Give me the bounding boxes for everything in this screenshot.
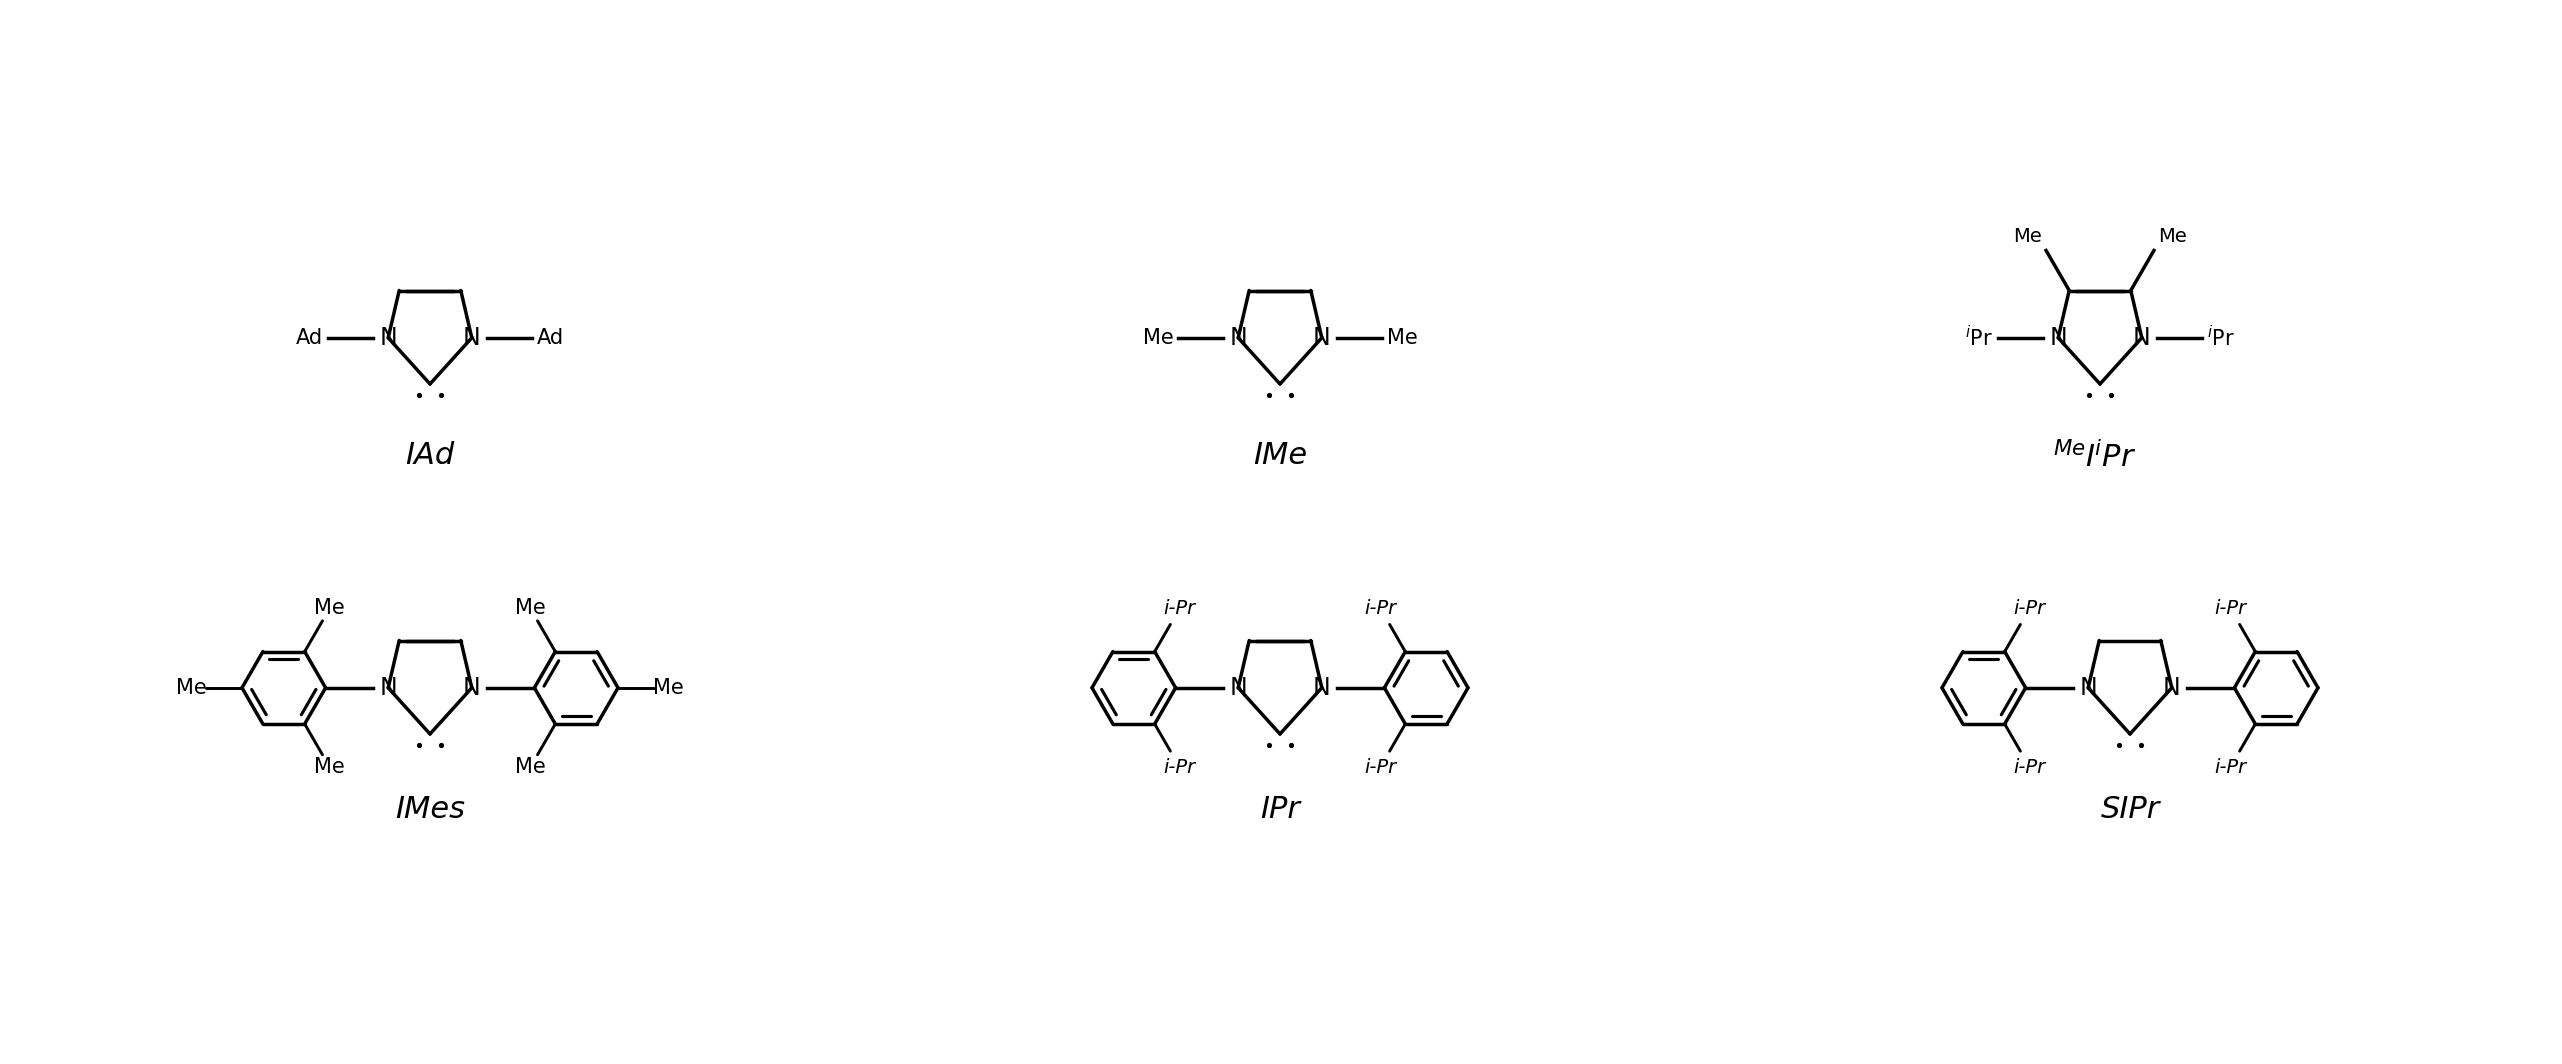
Text: Me: Me	[1143, 328, 1173, 348]
Text: i-Pr: i-Pr	[1363, 758, 1396, 777]
Text: Me: Me	[653, 678, 684, 698]
Text: Me: Me	[2157, 227, 2188, 246]
Text: IMes: IMes	[395, 795, 464, 824]
Text: $^{i}$Pr: $^{i}$Pr	[1965, 326, 1993, 350]
Text: i-Pr: i-Pr	[2014, 599, 2047, 618]
Text: IPr: IPr	[1261, 795, 1299, 824]
Text: N: N	[2134, 326, 2150, 350]
Text: i-Pr: i-Pr	[1163, 599, 1196, 618]
Text: SIPr: SIPr	[2101, 795, 2160, 824]
Text: Ad: Ad	[535, 328, 564, 348]
Text: N: N	[464, 326, 482, 350]
Text: i-Pr: i-Pr	[1163, 758, 1196, 777]
Text: IAd: IAd	[405, 442, 453, 470]
Text: i-Pr: i-Pr	[1363, 599, 1396, 618]
Text: Me: Me	[1386, 328, 1417, 348]
Text: i-Pr: i-Pr	[2014, 758, 2047, 777]
Text: Ad: Ad	[297, 328, 323, 348]
Text: IMe: IMe	[1253, 442, 1307, 470]
Text: i-Pr: i-Pr	[2214, 758, 2247, 777]
Text: Me: Me	[515, 758, 546, 778]
Text: N: N	[1312, 676, 1330, 700]
Text: N: N	[2050, 326, 2068, 350]
Text: N: N	[379, 326, 397, 350]
Text: N: N	[1230, 326, 1248, 350]
Text: N: N	[1312, 326, 1330, 350]
Text: Me: Me	[515, 598, 546, 618]
Text: Me: Me	[315, 758, 346, 778]
Text: N: N	[464, 676, 482, 700]
Text: $^{Me}$I$^{i}$Pr: $^{Me}$I$^{i}$Pr	[2052, 442, 2137, 473]
Text: Me: Me	[315, 598, 346, 618]
Text: Me: Me	[2014, 227, 2042, 246]
Text: $^{i}$Pr: $^{i}$Pr	[2206, 326, 2234, 350]
Text: N: N	[1230, 676, 1248, 700]
Text: N: N	[379, 676, 397, 700]
Text: N: N	[2162, 676, 2180, 700]
Text: Me: Me	[177, 678, 208, 698]
Text: i-Pr: i-Pr	[2214, 599, 2247, 618]
Text: N: N	[2080, 676, 2098, 700]
